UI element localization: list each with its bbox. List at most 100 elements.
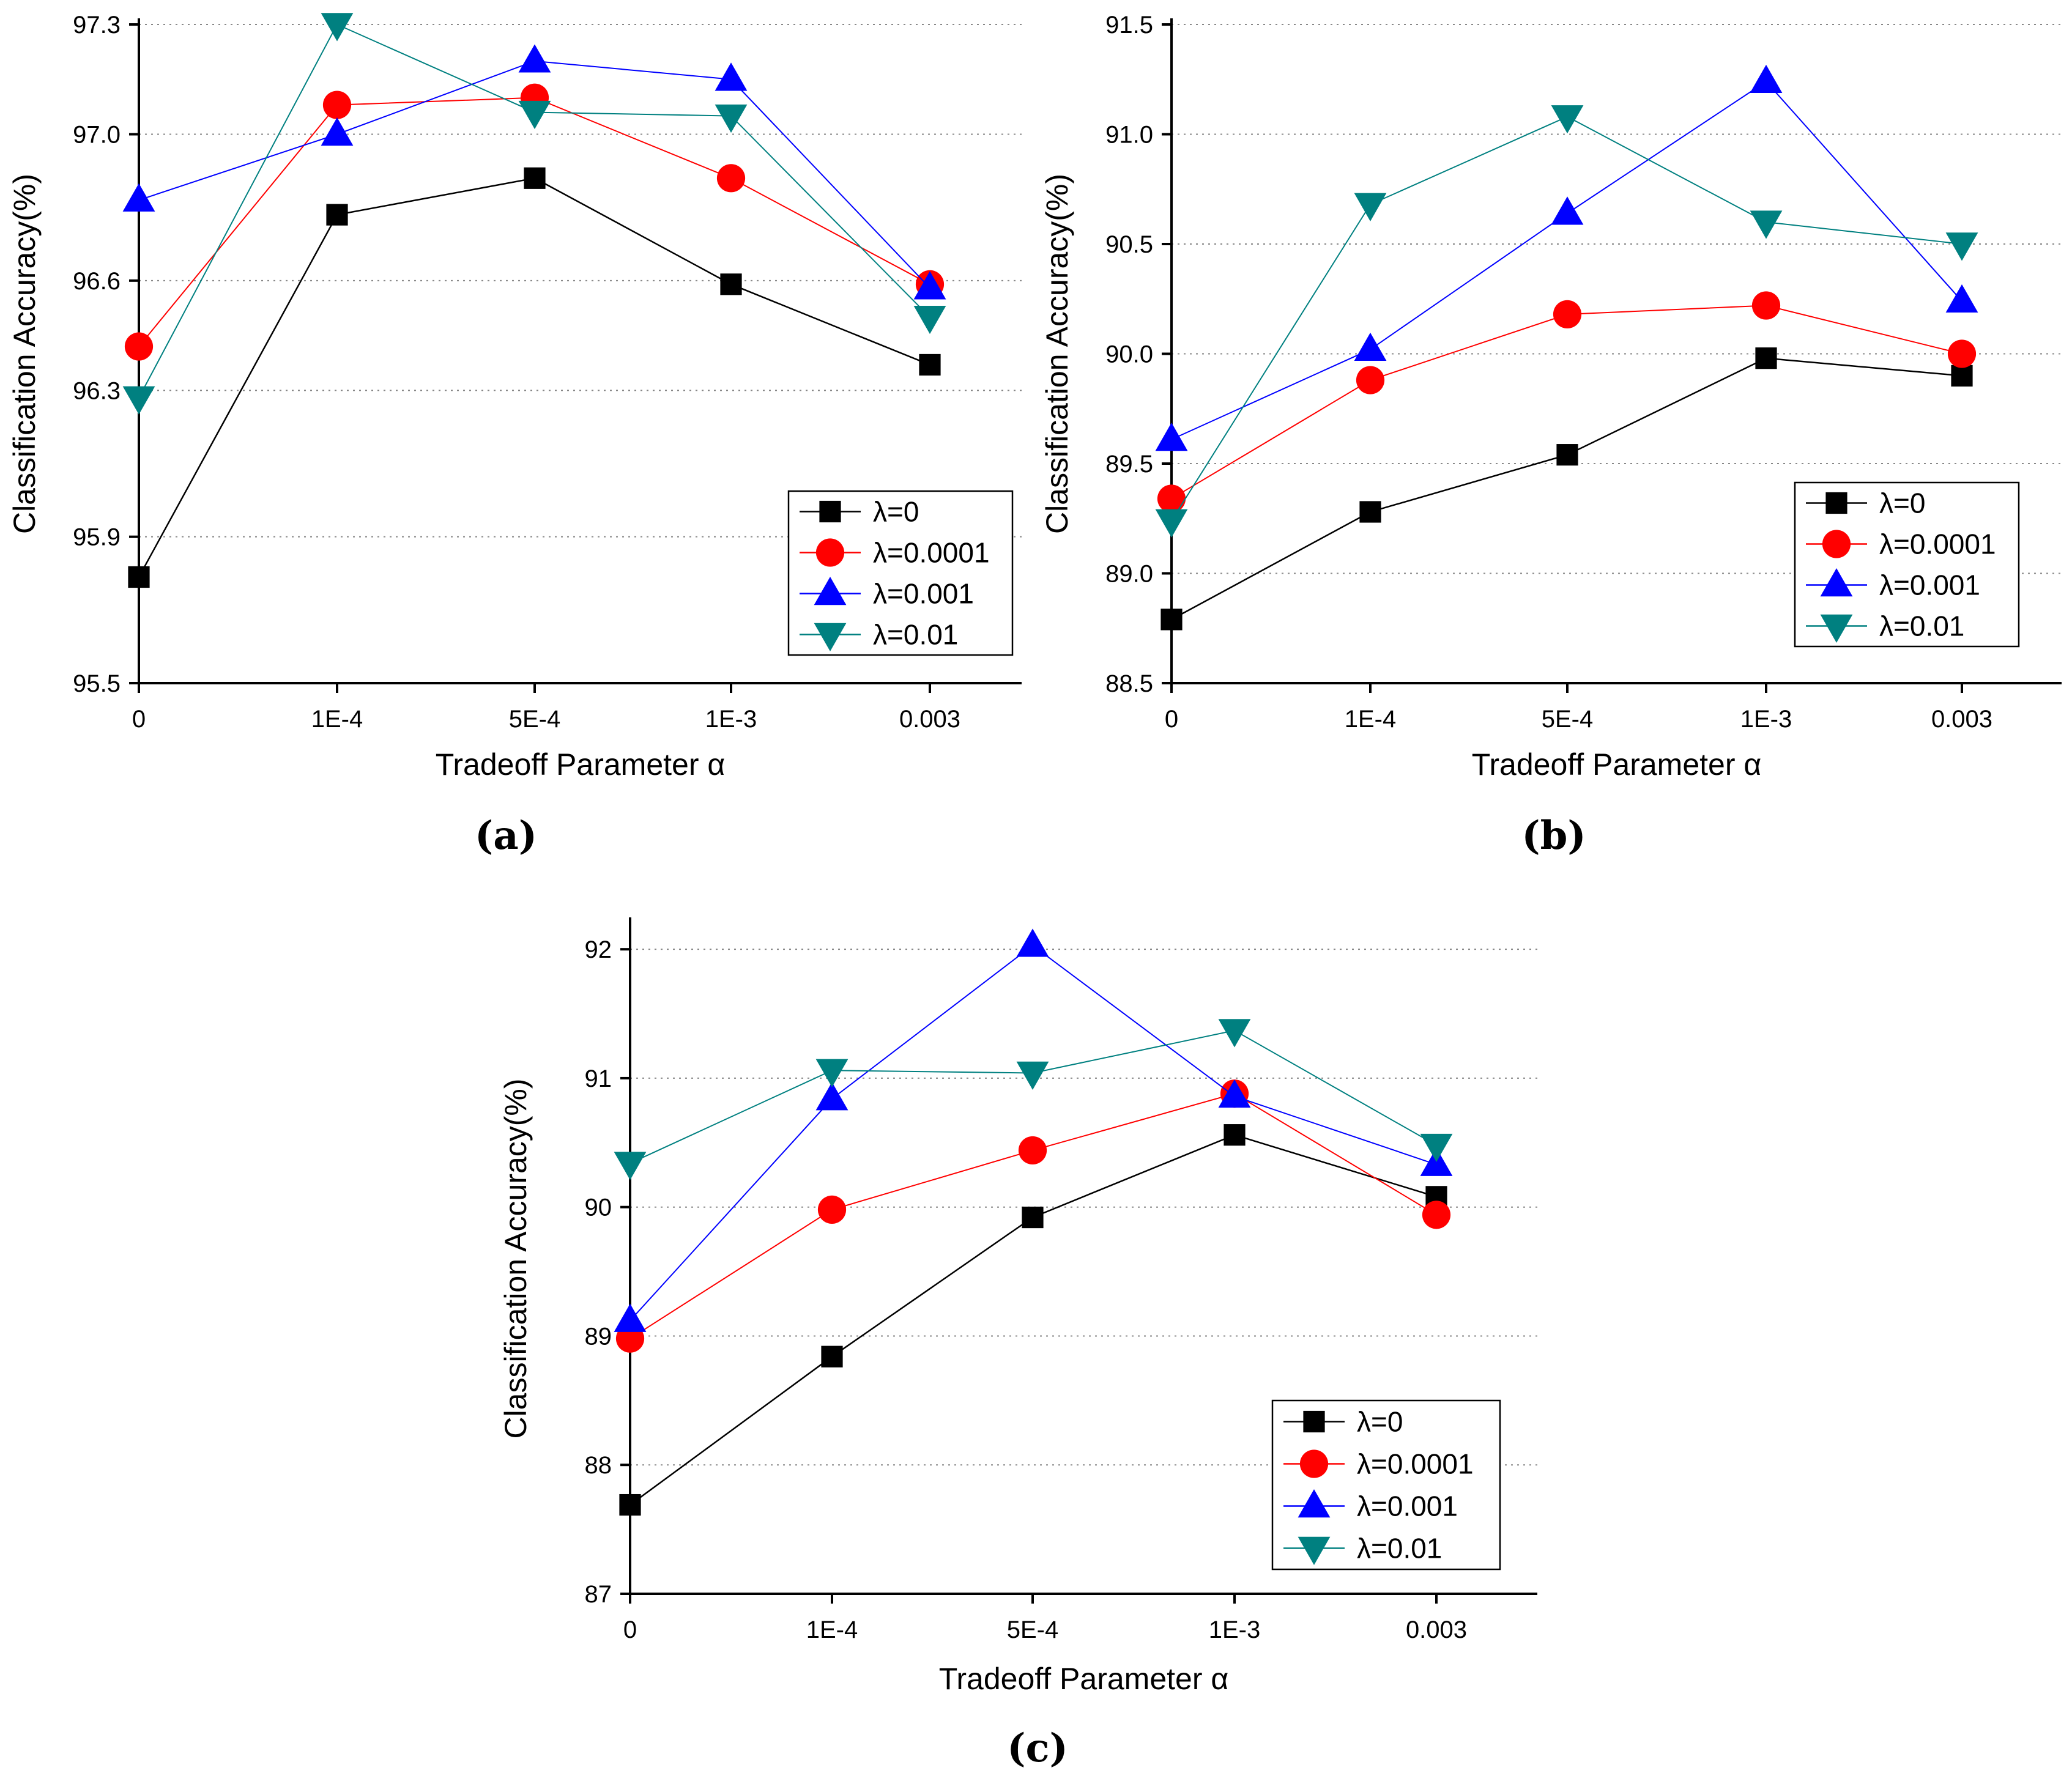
x-tick-label: 0.003 bbox=[1406, 1616, 1467, 1643]
data-point bbox=[1160, 609, 1183, 631]
legend-marker bbox=[1299, 1449, 1329, 1478]
data-point bbox=[817, 1195, 847, 1224]
data-point bbox=[1951, 365, 1973, 387]
data-point bbox=[124, 332, 154, 361]
data-point bbox=[1750, 64, 1783, 94]
y-tick-label: 90.5 bbox=[1105, 231, 1153, 258]
data-point bbox=[614, 1303, 647, 1332]
chart-panel-c: 87 88 89 90 91 92 0 1E-4 5E-4 1E-3 0.003 Tradeoff P… bbox=[499, 917, 1537, 1771]
y-tick-label: 96.3 bbox=[73, 377, 121, 404]
x-tick-label: 0.003 bbox=[1931, 706, 1992, 733]
legend-label: λ=0.01 bbox=[1879, 610, 1964, 642]
chart-panel-b: 88.5 89.0 89.5 90.0 90.5 91.0 91.5 0 1E-4 5E-4 1E-… bbox=[1040, 12, 2062, 859]
data-point bbox=[1556, 444, 1578, 466]
series-line bbox=[1171, 81, 1962, 440]
legend-label: λ=0 bbox=[1879, 487, 1925, 519]
legend-marker bbox=[1303, 1410, 1325, 1433]
legend-label: λ=0 bbox=[873, 496, 919, 528]
x-tick-label: 1E-4 bbox=[311, 706, 363, 733]
y-tick-label: 88 bbox=[585, 1452, 612, 1479]
data-point bbox=[1420, 1133, 1453, 1163]
y-tick-label: 88.5 bbox=[1105, 670, 1153, 697]
x-tick-label: 5E-4 bbox=[1542, 706, 1594, 733]
data-point bbox=[614, 1152, 647, 1180]
y-tick-label: 89.5 bbox=[1105, 451, 1153, 478]
y-tick-label: 97.3 bbox=[73, 12, 121, 39]
series-line bbox=[138, 97, 930, 347]
data-point bbox=[1422, 1201, 1451, 1229]
x-tick-label: 1E-3 bbox=[705, 706, 757, 733]
data-point bbox=[326, 204, 348, 226]
y-tick-label: 91.0 bbox=[1105, 122, 1153, 149]
y-tick-label: 95.5 bbox=[73, 670, 121, 697]
series-line bbox=[1171, 305, 1962, 500]
data-point bbox=[1354, 332, 1387, 361]
legend-label: λ=0.0001 bbox=[873, 537, 990, 569]
y-tick-label: 92 bbox=[585, 936, 612, 963]
legend-marker bbox=[1822, 530, 1851, 558]
data-point bbox=[1755, 347, 1777, 369]
y-tick-label: 90 bbox=[585, 1194, 612, 1221]
data-point bbox=[321, 117, 354, 146]
data-point bbox=[1354, 193, 1387, 221]
data-point bbox=[128, 566, 150, 588]
legend-marker bbox=[1298, 1489, 1331, 1518]
panel-label: (b) bbox=[1521, 813, 1586, 859]
data-point bbox=[322, 91, 352, 119]
data-point bbox=[122, 386, 155, 415]
x-tick-label: 0 bbox=[623, 1616, 637, 1643]
legend-marker bbox=[1298, 1536, 1331, 1565]
legend-marker bbox=[814, 623, 847, 651]
data-point bbox=[1224, 1124, 1246, 1146]
x-tick-label: 1E-4 bbox=[806, 1616, 858, 1643]
data-point bbox=[1359, 501, 1381, 523]
legend-label: λ=0.0001 bbox=[1879, 528, 1996, 560]
legend-label: λ=0 bbox=[1357, 1406, 1403, 1438]
data-point bbox=[1945, 232, 1978, 261]
legend-marker bbox=[819, 500, 841, 523]
legend-label: λ=0.01 bbox=[873, 619, 958, 651]
y-axis-title: Classification Accuracy(%) bbox=[499, 1078, 533, 1438]
legend-marker bbox=[815, 538, 845, 567]
legend-label: λ=0.001 bbox=[1879, 569, 1980, 601]
data-point bbox=[715, 104, 748, 133]
data-point bbox=[1018, 1136, 1047, 1165]
x-tick-label: 5E-4 bbox=[1007, 1616, 1059, 1643]
x-tick-label: 1E-3 bbox=[1740, 706, 1792, 733]
y-tick-label: 91.5 bbox=[1105, 12, 1153, 39]
legend-marker bbox=[1825, 492, 1847, 514]
data-point bbox=[619, 1493, 641, 1516]
panel-label: (c) bbox=[1007, 1725, 1068, 1771]
y-tick-label: 90.0 bbox=[1105, 341, 1153, 368]
data-point bbox=[1022, 1206, 1044, 1229]
data-point bbox=[1551, 196, 1584, 225]
legend-label: λ=0.0001 bbox=[1357, 1448, 1474, 1480]
data-point bbox=[1155, 509, 1188, 538]
data-point bbox=[524, 167, 546, 189]
x-axis-title: Tradeoff Parameter α bbox=[436, 747, 726, 782]
y-tick-label: 89 bbox=[585, 1323, 612, 1350]
x-tick-label: 0.003 bbox=[899, 706, 960, 733]
data-point bbox=[122, 183, 155, 212]
y-axis-title: Classification Accuracy(%) bbox=[7, 174, 42, 534]
data-point bbox=[815, 1082, 848, 1111]
x-tick-label: 1E-4 bbox=[1345, 706, 1397, 733]
data-point bbox=[321, 13, 354, 42]
y-tick-label: 91 bbox=[585, 1065, 612, 1092]
data-point bbox=[1218, 1079, 1251, 1108]
y-tick-label: 97.0 bbox=[73, 122, 121, 149]
panel-label: (a) bbox=[475, 813, 537, 859]
data-point bbox=[913, 305, 946, 335]
data-point bbox=[1947, 339, 1977, 368]
data-point bbox=[913, 271, 946, 300]
legend-marker bbox=[1820, 568, 1853, 597]
data-point bbox=[518, 100, 551, 130]
data-point bbox=[1945, 284, 1978, 313]
legend-label: λ=0.001 bbox=[1357, 1490, 1458, 1522]
chart-panel-a: 95.5 95.9 96.3 96.6 97.0 97.3 0 1E-4 5E-4 1E-3 0.0… bbox=[7, 12, 1022, 859]
legend-marker bbox=[1820, 614, 1853, 643]
data-point bbox=[919, 353, 941, 376]
y-axis-title: Classification Accuracy(%) bbox=[1040, 174, 1074, 534]
